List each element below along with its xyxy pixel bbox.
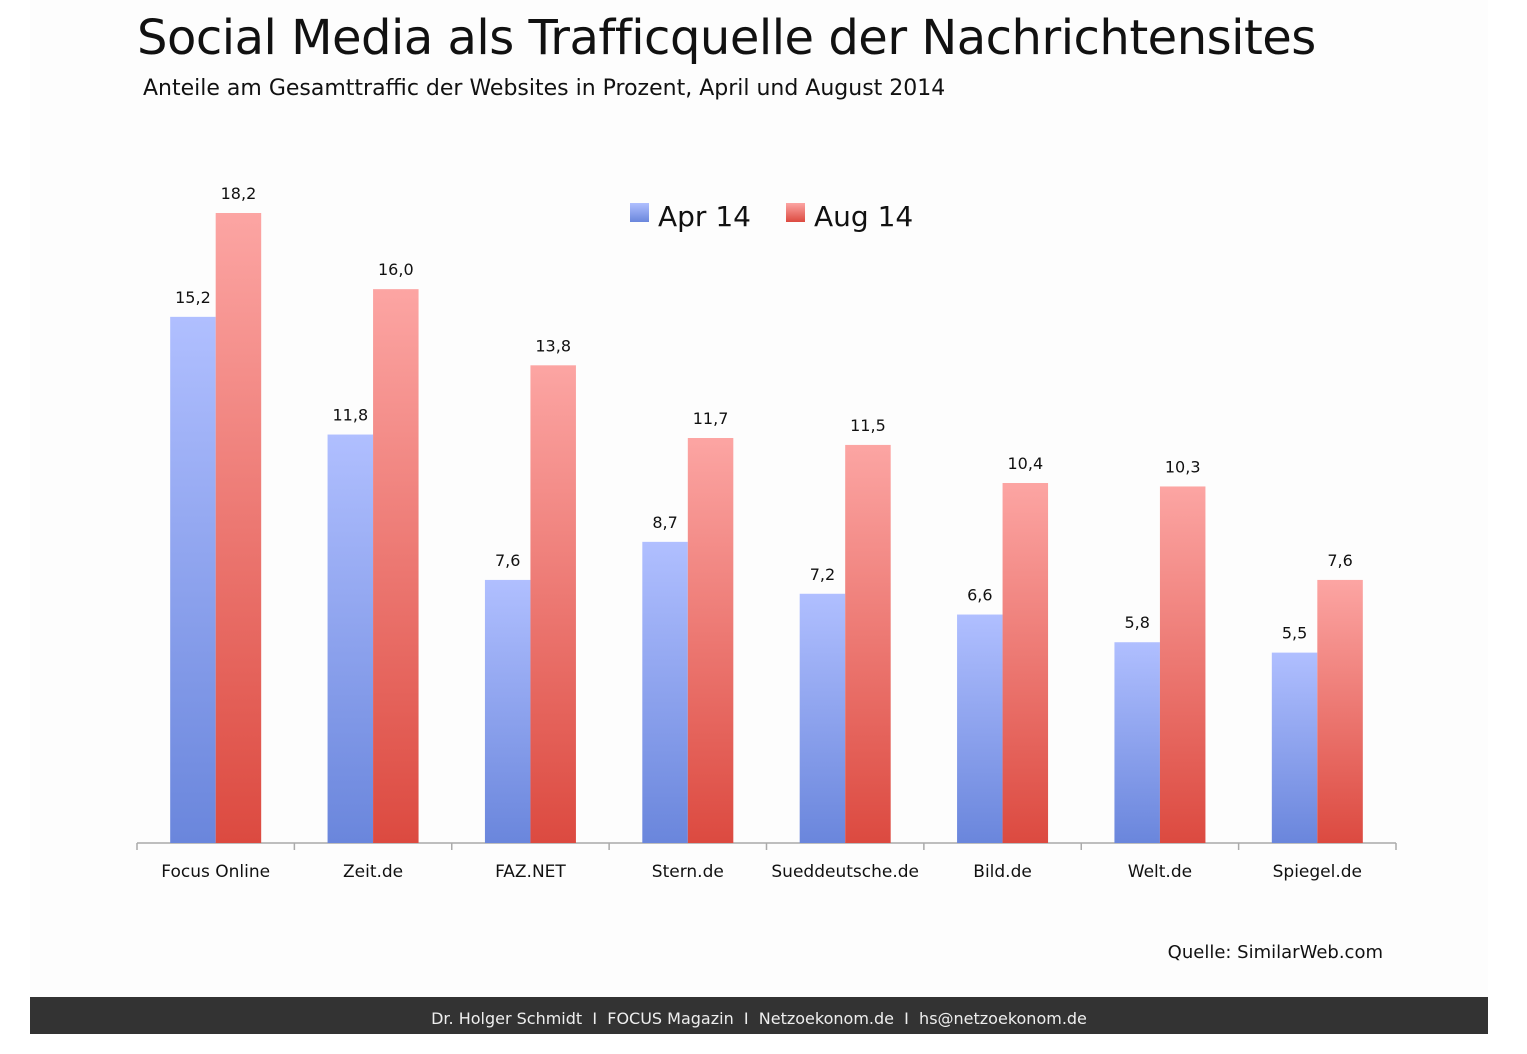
legend-swatch — [630, 203, 649, 222]
data-label: 10,3 — [1165, 457, 1201, 476]
bar-chart: 15,2 18,2 Focus Online 11,8 16,0 Zeit.de 7,6 13… — [136, 184, 1397, 882]
legend-label: Apr 14 — [658, 200, 751, 233]
chart-title: Social Media als Trafficquelle der Nachr… — [137, 10, 1316, 66]
bar-apr — [1114, 642, 1160, 843]
source-note: Quelle: SimilarWeb.com — [1167, 942, 1383, 963]
data-label: 11,8 — [333, 406, 369, 425]
x-tick-label: Focus Online — [161, 862, 270, 882]
data-label: 7,6 — [1327, 551, 1352, 570]
data-label: 7,2 — [810, 565, 835, 584]
bar-aug — [1002, 483, 1049, 843]
bar-apr — [642, 541, 688, 843]
bar-apr — [1271, 652, 1318, 843]
slide-background — [30, 0, 1488, 997]
bar-apr — [327, 434, 374, 843]
data-label: 5,5 — [1282, 624, 1307, 643]
x-tick-label: Stern.de — [652, 862, 724, 882]
legend-swatch — [786, 203, 805, 222]
bar-apr — [957, 614, 1003, 843]
bar-apr — [170, 316, 216, 843]
data-label: 11,5 — [850, 416, 886, 435]
data-label: 5,8 — [1124, 613, 1149, 632]
legend-label: Aug 14 — [814, 200, 913, 233]
footer-bar: Dr. Holger Schmidt I FOCUS Magazin I Net… — [30, 997, 1488, 1034]
chart-subtitle: Anteile am Gesamttraffic der Websites in… — [143, 76, 946, 101]
bar-apr — [799, 593, 846, 843]
x-tick-label: Bild.de — [973, 862, 1032, 882]
bar-aug — [215, 213, 262, 843]
data-label: 11,7 — [693, 409, 729, 428]
bar-aug — [845, 444, 891, 843]
data-label: 6,6 — [967, 586, 992, 605]
x-tick-label: Welt.de — [1128, 862, 1192, 882]
bar-aug — [687, 438, 734, 843]
bar-aug — [373, 289, 419, 844]
x-tick-label: Spiegel.de — [1273, 862, 1362, 882]
bar-aug — [1159, 486, 1206, 843]
bar-apr — [484, 579, 531, 843]
data-label: 16,0 — [378, 260, 414, 279]
x-tick-label: Sueddeutsche.de — [771, 862, 919, 882]
data-label: 8,7 — [652, 513, 677, 532]
data-label: 7,6 — [495, 551, 520, 570]
data-label: 15,2 — [175, 288, 211, 307]
x-tick-label: Zeit.de — [343, 862, 403, 882]
x-tick-label: FAZ.NET — [495, 862, 566, 882]
data-label: 18,2 — [221, 184, 257, 203]
data-label: 13,8 — [535, 336, 571, 355]
bar-aug — [1317, 579, 1363, 843]
bar-aug — [530, 365, 576, 843]
data-label: 10,4 — [1008, 454, 1044, 473]
